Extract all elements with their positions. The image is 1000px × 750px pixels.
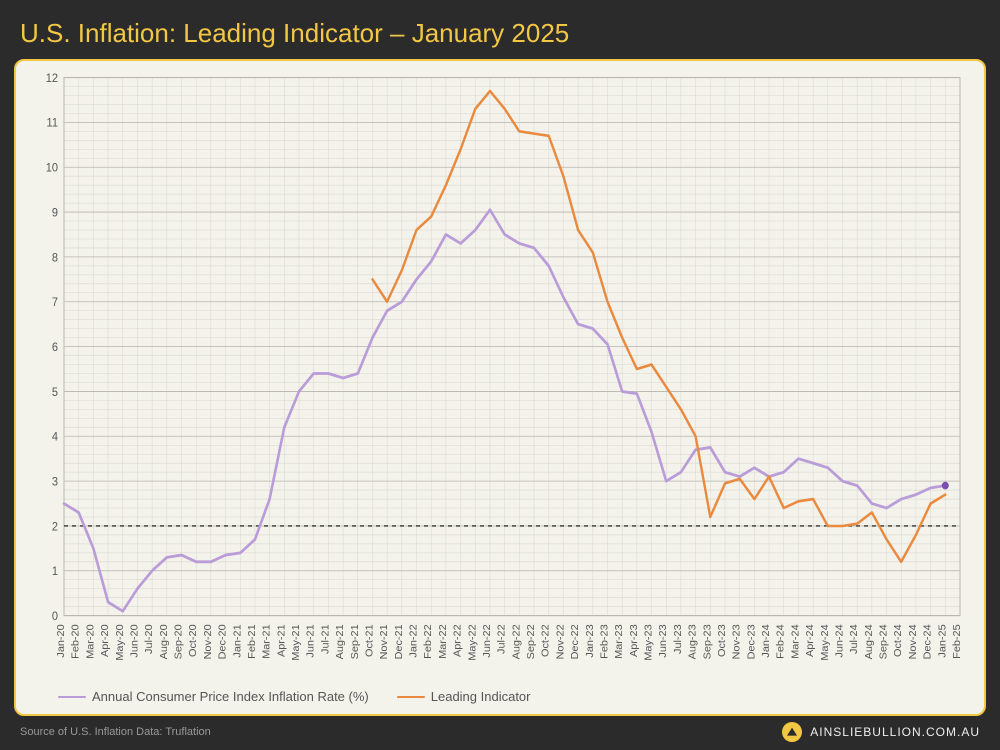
svg-text:Jul-22: Jul-22 — [497, 624, 508, 654]
svg-text:12: 12 — [46, 73, 58, 86]
svg-text:Nov-22: Nov-22 — [556, 624, 567, 659]
plot-area: 0123456789101112Jan-20Feb-20Mar-20Apr-20… — [30, 71, 970, 681]
svg-text:Apr-21: Apr-21 — [277, 624, 288, 657]
legend-swatch — [58, 696, 86, 698]
svg-text:Mar-24: Mar-24 — [791, 624, 802, 659]
svg-text:Jan-23: Jan-23 — [585, 624, 596, 657]
legend-label: Annual Consumer Price Index Inflation Ra… — [92, 689, 369, 704]
svg-text:Dec-20: Dec-20 — [218, 624, 229, 659]
footer: Source of U.S. Inflation Data: Truflatio… — [14, 722, 986, 742]
svg-text:Aug-20: Aug-20 — [159, 624, 170, 659]
source-text: Source of U.S. Inflation Data: Truflatio… — [20, 726, 211, 738]
svg-text:May-20: May-20 — [115, 624, 126, 660]
svg-text:Apr-20: Apr-20 — [100, 624, 111, 657]
svg-text:Jun-20: Jun-20 — [130, 624, 141, 657]
legend-swatch — [397, 696, 425, 698]
svg-text:Oct-20: Oct-20 — [189, 624, 200, 657]
svg-text:Feb-25: Feb-25 — [952, 624, 963, 659]
svg-text:Sep-20: Sep-20 — [174, 624, 185, 659]
svg-text:Nov-20: Nov-20 — [203, 624, 214, 659]
page: U.S. Inflation: Leading Indicator – Janu… — [0, 0, 1000, 750]
legend-item-cpi: Annual Consumer Price Index Inflation Ra… — [58, 689, 369, 704]
svg-text:May-23: May-23 — [644, 624, 655, 660]
legend-label: Leading Indicator — [431, 689, 531, 704]
x-tick-labels: Jan-20Feb-20Mar-20Apr-20May-20Jun-20Jul-… — [56, 624, 963, 660]
svg-text:Dec-22: Dec-22 — [570, 624, 581, 659]
series-cpi-end-marker — [942, 482, 949, 490]
svg-text:Mar-22: Mar-22 — [438, 624, 449, 659]
svg-text:Jun-23: Jun-23 — [659, 624, 670, 657]
svg-text:Feb-24: Feb-24 — [776, 624, 787, 659]
svg-text:May-24: May-24 — [820, 624, 831, 660]
svg-text:7: 7 — [52, 297, 58, 310]
svg-text:Oct-24: Oct-24 — [894, 624, 905, 657]
svg-text:Sep-21: Sep-21 — [350, 624, 361, 659]
svg-text:Oct-23: Oct-23 — [717, 624, 728, 657]
svg-text:5: 5 — [52, 386, 58, 399]
svg-text:Nov-23: Nov-23 — [732, 624, 743, 659]
svg-text:Dec-23: Dec-23 — [747, 624, 758, 659]
svg-text:Jan-21: Jan-21 — [233, 624, 244, 657]
svg-text:Jul-23: Jul-23 — [673, 624, 684, 654]
svg-text:Dec-21: Dec-21 — [394, 624, 405, 659]
svg-text:Apr-24: Apr-24 — [805, 624, 816, 657]
svg-text:Aug-22: Aug-22 — [512, 624, 523, 659]
line-chart-svg: 0123456789101112Jan-20Feb-20Mar-20Apr-20… — [30, 71, 970, 681]
svg-text:Feb-21: Feb-21 — [247, 624, 258, 659]
svg-text:1: 1 — [52, 566, 58, 579]
svg-text:4: 4 — [52, 431, 59, 444]
svg-text:May-21: May-21 — [291, 624, 302, 660]
svg-text:Jan-20: Jan-20 — [56, 624, 67, 657]
svg-text:Feb-22: Feb-22 — [424, 624, 435, 659]
svg-text:2: 2 — [52, 521, 58, 534]
svg-text:May-22: May-22 — [468, 624, 479, 660]
svg-text:Oct-22: Oct-22 — [541, 624, 552, 657]
svg-text:Aug-21: Aug-21 — [335, 624, 346, 659]
brand: AINSLIEBULLION.COM.AU — [782, 722, 980, 742]
svg-text:Jul-21: Jul-21 — [321, 624, 332, 654]
svg-text:Nov-21: Nov-21 — [379, 624, 390, 659]
brand-logo-icon — [782, 722, 802, 742]
svg-text:10: 10 — [46, 162, 58, 175]
svg-text:Dec-24: Dec-24 — [923, 624, 934, 659]
brand-text: AINSLIEBULLION.COM.AU — [810, 725, 980, 739]
svg-text:Apr-23: Apr-23 — [629, 624, 640, 657]
svg-text:Jan-22: Jan-22 — [409, 624, 420, 657]
svg-text:8: 8 — [52, 252, 58, 265]
svg-text:11: 11 — [47, 117, 58, 130]
svg-text:Jun-24: Jun-24 — [835, 624, 846, 657]
svg-text:Mar-21: Mar-21 — [262, 624, 273, 659]
svg-text:Aug-24: Aug-24 — [864, 624, 875, 659]
svg-text:9: 9 — [52, 207, 58, 220]
legend-item-leading: Leading Indicator — [397, 689, 531, 704]
svg-text:Mar-20: Mar-20 — [86, 624, 97, 659]
y-tick-labels: 0123456789101112 — [46, 73, 59, 624]
svg-text:0: 0 — [52, 611, 58, 624]
svg-text:Feb-20: Feb-20 — [71, 624, 82, 659]
svg-text:Oct-21: Oct-21 — [365, 624, 376, 657]
svg-text:Jan-24: Jan-24 — [761, 624, 772, 657]
svg-text:Sep-23: Sep-23 — [703, 624, 714, 659]
svg-text:Feb-23: Feb-23 — [600, 624, 611, 659]
svg-text:Jul-24: Jul-24 — [850, 624, 861, 654]
svg-text:Apr-22: Apr-22 — [453, 624, 464, 657]
svg-text:3: 3 — [52, 476, 58, 489]
svg-text:Mar-23: Mar-23 — [615, 624, 626, 659]
svg-text:Sep-24: Sep-24 — [879, 624, 890, 659]
svg-text:Sep-22: Sep-22 — [526, 624, 537, 659]
chart-frame: 0123456789101112Jan-20Feb-20Mar-20Apr-20… — [14, 59, 986, 716]
svg-text:6: 6 — [52, 342, 58, 355]
svg-text:Jun-21: Jun-21 — [306, 624, 317, 657]
legend: Annual Consumer Price Index Inflation Ra… — [30, 681, 970, 708]
svg-text:Nov-24: Nov-24 — [908, 624, 919, 659]
svg-text:Jul-20: Jul-20 — [144, 624, 155, 654]
svg-text:Jun-22: Jun-22 — [482, 624, 493, 657]
chart-title: U.S. Inflation: Leading Indicator – Janu… — [20, 18, 980, 49]
svg-text:Jan-25: Jan-25 — [938, 624, 949, 657]
svg-text:Aug-23: Aug-23 — [688, 624, 699, 659]
